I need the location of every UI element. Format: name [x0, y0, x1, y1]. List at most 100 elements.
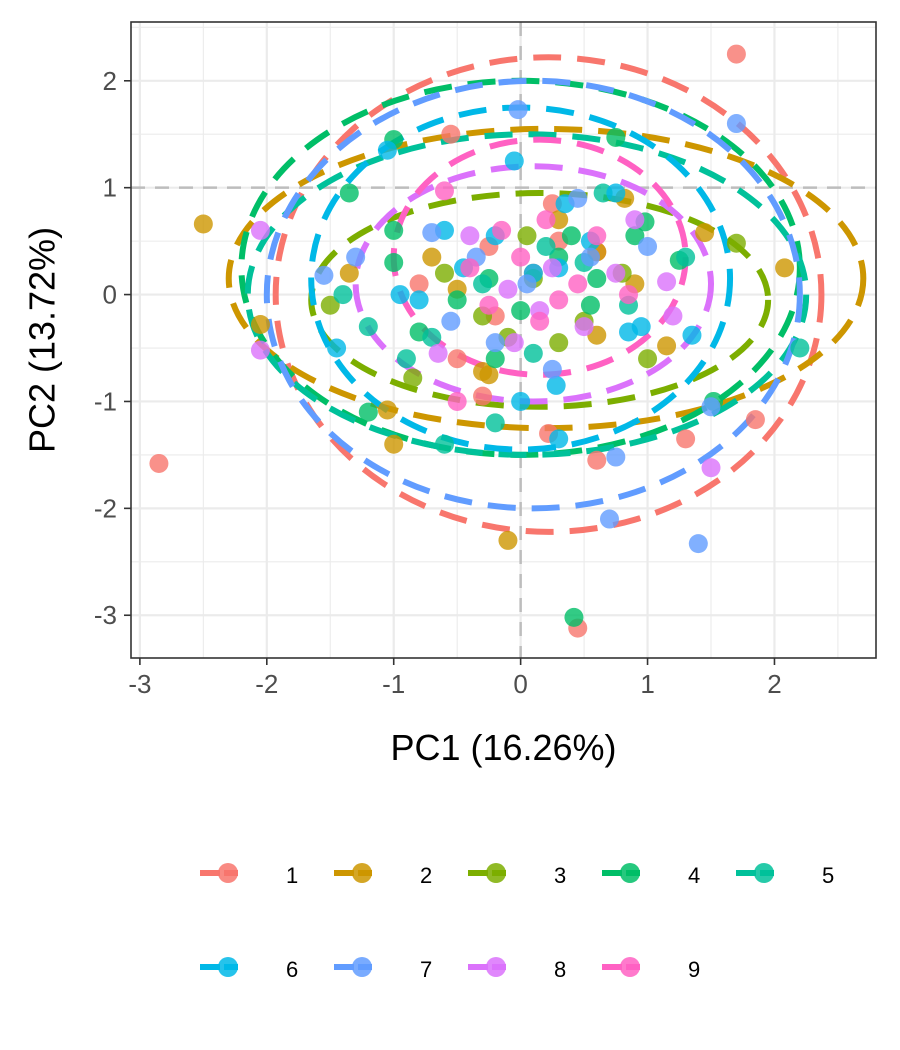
point-group-7: [441, 311, 461, 331]
y-tick-label: -3: [94, 600, 117, 630]
legend-key-point: [218, 957, 238, 977]
point-group-2: [250, 315, 270, 335]
point-group-2: [775, 258, 795, 278]
point-group-5: [536, 236, 556, 256]
point-group-8: [542, 258, 562, 278]
point-group-6: [606, 183, 626, 203]
point-group-5: [523, 343, 543, 363]
point-group-5: [358, 317, 378, 337]
point-group-7: [726, 114, 746, 134]
y-tick-label: 2: [103, 66, 117, 96]
panel-border: [130, 21, 877, 659]
point-group-8: [498, 279, 518, 299]
legend-item-3: 3: [468, 863, 566, 888]
point-group-1: [726, 44, 746, 64]
legend-key-point: [620, 957, 640, 977]
legend-key-point: [352, 957, 372, 977]
x-tick-label: -2: [255, 669, 278, 699]
point-group-6: [549, 429, 569, 449]
point-group-6: [546, 375, 566, 395]
point-group-8: [625, 210, 645, 230]
x-axis-ticks: -3 -2 -1 0 1 2: [128, 658, 782, 699]
point-group-3: [320, 295, 340, 315]
point-group-4: [511, 301, 531, 321]
point-group-5: [485, 413, 505, 433]
point-group-4: [564, 607, 584, 627]
point-group-2: [422, 247, 442, 267]
legend: 1 2 3 4 5 6 7 8 9: [200, 863, 834, 982]
point-group-9: [568, 274, 588, 294]
point-group-2: [339, 263, 359, 283]
point-group-6: [377, 140, 397, 160]
point-group-6: [682, 325, 702, 345]
point-group-3: [517, 226, 537, 246]
point-group-1: [447, 349, 467, 369]
point-group-4: [485, 349, 505, 369]
legend-label: 9: [688, 957, 700, 982]
legend-label: 2: [420, 863, 432, 888]
point-group-7: [508, 100, 528, 120]
point-group-1: [587, 450, 607, 470]
point-group-5: [422, 327, 442, 347]
point-group-8: [663, 306, 683, 326]
point-group-4: [606, 127, 626, 147]
legend-label: 6: [286, 957, 298, 982]
point-group-4: [561, 226, 581, 246]
legend-key-point: [754, 863, 774, 883]
legend-key-point: [620, 863, 640, 883]
point-group-9: [587, 226, 607, 246]
point-group-3: [638, 349, 658, 369]
x-tick-label: 0: [513, 669, 527, 699]
point-group-5: [790, 338, 810, 358]
point-group-4: [587, 269, 607, 289]
point-group-8: [460, 226, 480, 246]
legend-label: 4: [688, 863, 700, 888]
point-group-6: [390, 285, 410, 305]
point-group-7: [580, 247, 600, 267]
point-group-2: [193, 214, 213, 234]
point-group-7: [638, 236, 658, 256]
point-group-8: [574, 317, 594, 337]
point-group-8: [504, 333, 524, 353]
legend-label: 7: [420, 957, 432, 982]
point-group-6: [504, 151, 524, 171]
point-group-2: [384, 434, 404, 454]
point-group-7: [485, 333, 505, 353]
x-tick-label: 1: [640, 669, 654, 699]
legend-item-6: 6: [200, 957, 298, 982]
point-group-3: [403, 368, 423, 388]
point-group-7: [599, 509, 619, 529]
point-group-7: [688, 534, 708, 554]
point-group-9: [479, 295, 499, 315]
legend-label: 8: [554, 957, 566, 982]
point-group-1: [441, 124, 461, 144]
point-group-9: [511, 247, 531, 267]
point-group-4: [358, 402, 378, 422]
point-group-2: [657, 336, 677, 356]
x-tick-label: 2: [767, 669, 781, 699]
point-group-2: [498, 530, 518, 550]
point-group-6: [511, 391, 531, 411]
legend-item-9: 9: [602, 957, 700, 982]
legend-item-4: 4: [602, 863, 700, 888]
point-group-6: [327, 338, 347, 358]
point-group-7: [422, 223, 442, 243]
point-group-8: [606, 263, 626, 283]
y-tick-label: -1: [94, 386, 117, 416]
point-group-4: [580, 295, 600, 315]
point-group-1: [473, 386, 493, 406]
x-tick-label: -3: [128, 669, 151, 699]
ellipse-group-7: [263, 77, 803, 512]
point-group-5: [434, 434, 454, 454]
point-group-7: [701, 397, 721, 417]
point-group-5: [333, 285, 353, 305]
legend-item-2: 2: [334, 863, 432, 888]
point-group-7: [517, 274, 537, 294]
point-group-7: [568, 188, 588, 208]
y-tick-label: -2: [94, 493, 117, 523]
y-tick-label: 0: [103, 280, 117, 310]
y-tick-label: 1: [103, 173, 117, 203]
data-points: [149, 44, 810, 638]
legend-item-8: 8: [468, 957, 566, 982]
